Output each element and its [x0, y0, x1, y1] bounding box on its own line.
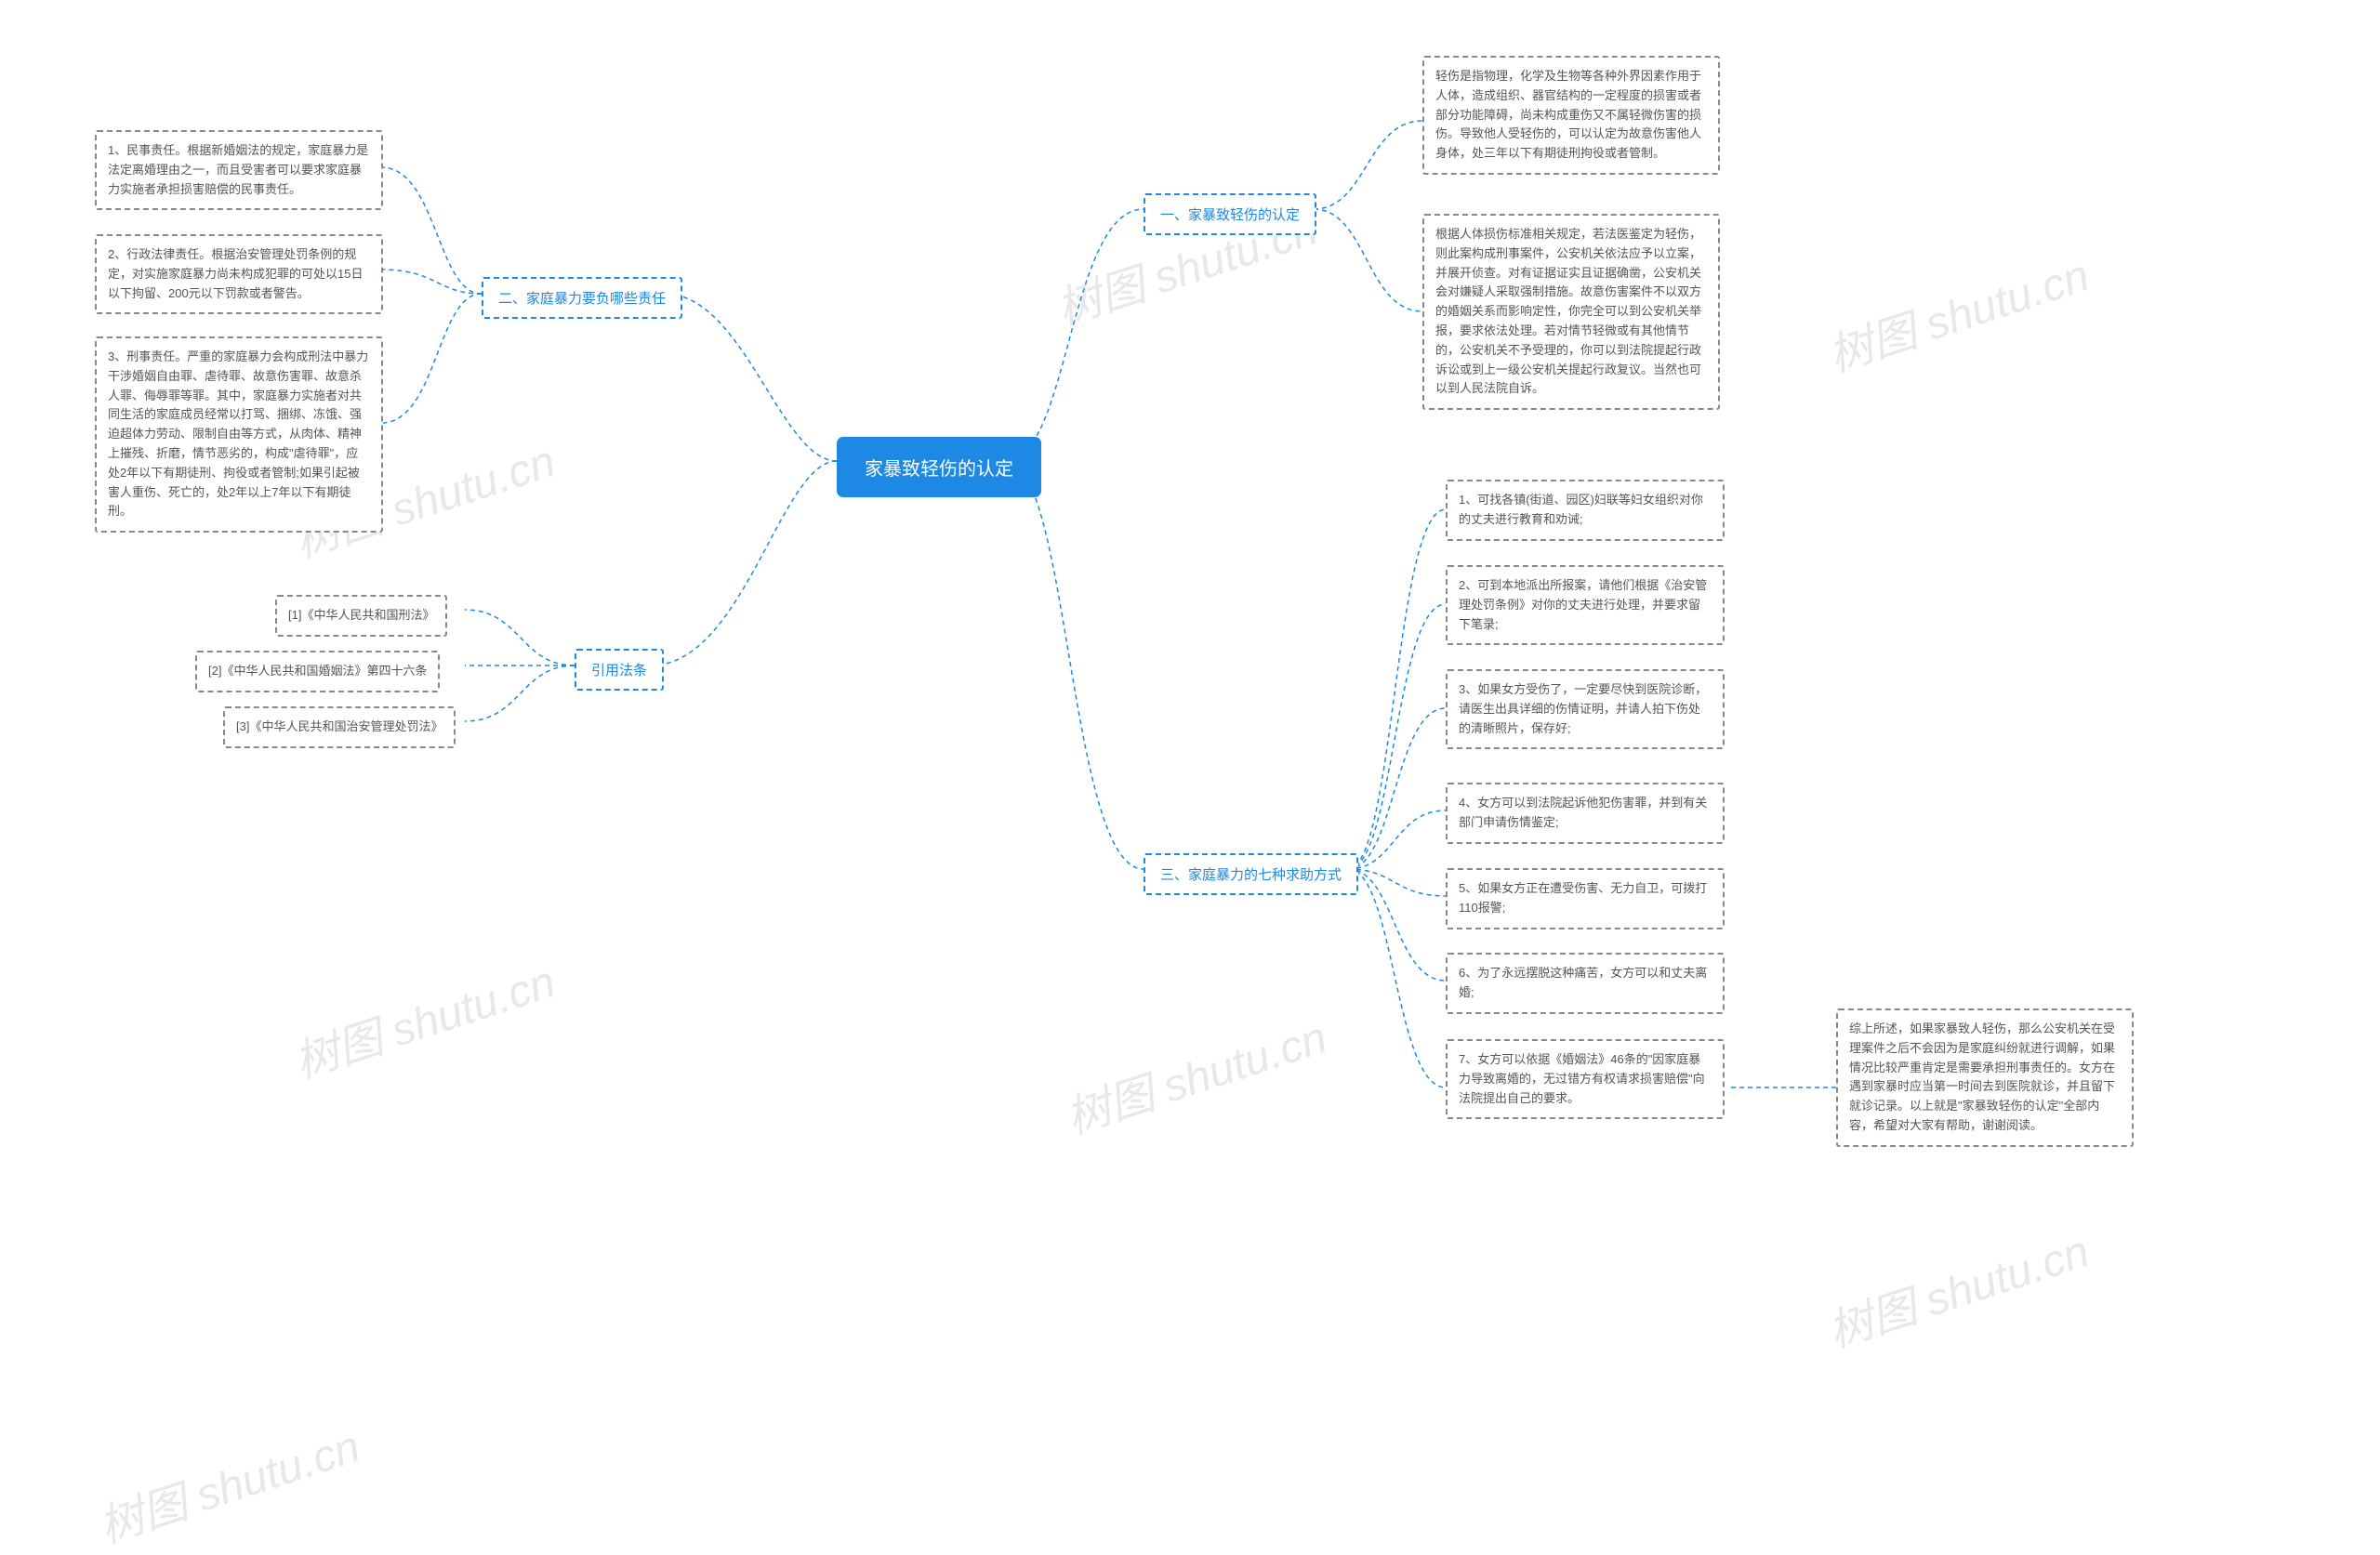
branch-left-1[interactable]: 二、家庭暴力要负哪些责任 [482, 277, 682, 319]
watermark: 树图 shutu.cn [89, 1410, 366, 1555]
leaf-left-2-2: [2]《中华人民共和国婚姻法》第四十六条 [195, 651, 440, 692]
watermark: 树图 shutu.cn [284, 945, 562, 1090]
leaf-left-1-1: 1、民事责任。根据新婚姻法的规定，家庭暴力是法定离婚理由之一，而且受害者可以要求… [95, 130, 383, 210]
root-node[interactable]: 家暴致轻伤的认定 [837, 437, 1041, 497]
leaf-right-2-4: 4、女方可以到法院起诉他犯伤害罪，并到有关部门申请伤情鉴定; [1446, 783, 1725, 844]
watermark: 树图 shutu.cn [1818, 239, 2096, 384]
leaf-left-2-3: [3]《中华人民共和国治安管理处罚法》 [223, 706, 456, 748]
leaf-right-1-2: 根据人体损伤标准相关规定，若法医鉴定为轻伤，则此案构成刑事案件，公安机关依法应予… [1422, 214, 1720, 410]
leaf-right-2-3: 3、如果女方受伤了，一定要尽快到医院诊断，请医生出具详细的伤情证明，并请人拍下伤… [1446, 669, 1725, 749]
leaf-right-2-5: 5、如果女方正在遭受伤害、无力自卫，可拨打110报警; [1446, 868, 1725, 929]
leaf-left-1-2: 2、行政法律责任。根据治安管理处罚条例的规定，对实施家庭暴力尚未构成犯罪的可处以… [95, 234, 383, 314]
branch-left-2[interactable]: 引用法条 [575, 649, 664, 691]
leaf-right-2-2: 2、可到本地派出所报案，请他们根据《治安管理处罚条例》对你的丈夫进行处理，并要求… [1446, 565, 1725, 645]
leaf-left-1-3: 3、刑事责任。严重的家庭暴力会构成刑法中暴力干涉婚姻自由罪、虐待罪、故意伤害罪、… [95, 336, 383, 533]
leaf-right-2-7: 7、女方可以依据《婚姻法》46条的"因家庭暴力导致离婚的，无过错方有权请求损害赔… [1446, 1039, 1725, 1119]
watermark: 树图 shutu.cn [1056, 1001, 1333, 1146]
leaf-right-1-1: 轻伤是指物理，化学及生物等各种外界因素作用于人体，造成组织、器官结构的一定程度的… [1422, 56, 1720, 175]
branch-right-1[interactable]: 一、家暴致轻伤的认定 [1144, 193, 1316, 235]
branch-right-2[interactable]: 三、家庭暴力的七种求助方式 [1144, 853, 1358, 895]
watermark: 树图 shutu.cn [1818, 1215, 2096, 1360]
leaf-left-2-1: [1]《中华人民共和国刑法》 [275, 595, 447, 637]
leaf-right-2-7-extra: 综上所述，如果家暴致人轻伤，那么公安机关在受理案件之后不会因为是家庭纠纷就进行调… [1836, 1008, 2134, 1147]
leaf-right-2-6: 6、为了永远摆脱这种痛苦，女方可以和丈夫离婚; [1446, 953, 1725, 1014]
leaf-right-2-1: 1、可找各镇(街道、园区)妇联等妇女组织对你的丈夫进行教育和劝诫; [1446, 480, 1725, 541]
